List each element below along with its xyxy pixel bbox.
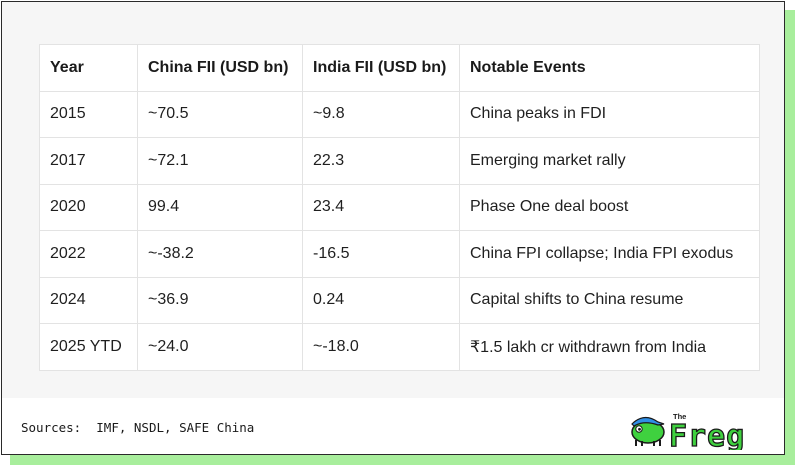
cell-india-fii: ~9.8 bbox=[302, 90, 460, 138]
cell-india-fii: 22.3 bbox=[302, 137, 460, 185]
table-row: 2025 YTD ~24.0 ~-18.0 ₹1.5 lakh cr withd… bbox=[39, 323, 760, 371]
table-row: 2024 ~36.9 0.24 Capital shifts to China … bbox=[39, 276, 760, 324]
cell-event: Emerging market rally bbox=[459, 137, 760, 185]
cell-india-fii: ~-18.0 bbox=[302, 323, 460, 371]
cell-china-fii: ~70.5 bbox=[137, 90, 303, 138]
sources-label: Sources: bbox=[21, 420, 82, 435]
cell-china-fii: 99.4 bbox=[137, 183, 303, 231]
cell-china-fii: ~-38.2 bbox=[137, 230, 303, 278]
table-header-row: Year China FII (USD bn) India FII (USD b… bbox=[39, 44, 760, 92]
cell-india-fii: 23.4 bbox=[302, 183, 460, 231]
table-row: 2022 ~-38.2 -16.5 China FPI collapse; In… bbox=[39, 230, 760, 278]
cell-event: Phase One deal boost bbox=[459, 183, 760, 231]
cell-event: China FPI collapse; India FPI exodus bbox=[459, 230, 760, 278]
frog-with-cap-icon bbox=[631, 416, 665, 446]
cell-china-fii: ~24.0 bbox=[137, 323, 303, 371]
cell-india-fii: -16.5 bbox=[302, 230, 460, 278]
header-notable-events: Notable Events bbox=[459, 44, 760, 92]
cell-year: 2020 bbox=[39, 183, 138, 231]
header-china-fii: China FII (USD bn) bbox=[137, 44, 303, 92]
header-year: Year bbox=[39, 44, 138, 92]
cell-india-fii: 0.24 bbox=[302, 276, 460, 324]
cell-event: China peaks in FDI bbox=[459, 90, 760, 138]
logo-brand-text: Freg bbox=[669, 419, 745, 450]
the-freg-logo: The Freg bbox=[631, 412, 745, 450]
fii-data-table: Year China FII (USD bn) India FII (USD b… bbox=[39, 44, 760, 371]
header-india-fii: India FII (USD bn) bbox=[302, 44, 460, 92]
infographic-card: Year China FII (USD bn) India FII (USD b… bbox=[1, 1, 785, 455]
table-row: 2015 ~70.5 ~9.8 China peaks in FDI bbox=[39, 90, 760, 138]
cell-china-fii: ~72.1 bbox=[137, 137, 303, 185]
table-row: 2017 ~72.1 22.3 Emerging market rally bbox=[39, 137, 760, 185]
cell-china-fii: ~36.9 bbox=[137, 276, 303, 324]
sources-text: IMF, NSDL, SAFE China bbox=[96, 420, 255, 435]
cell-event: ₹1.5 lakh cr withdrawn from India bbox=[459, 323, 760, 371]
cell-year: 2024 bbox=[39, 276, 138, 324]
sources-note: Sources: IMF, NSDL, SAFE China bbox=[21, 420, 254, 435]
table-row: 2020 99.4 23.4 Phase One deal boost bbox=[39, 183, 760, 231]
cell-year: 2025 YTD bbox=[39, 323, 138, 371]
cell-year: 2017 bbox=[39, 137, 138, 185]
cell-year: 2022 bbox=[39, 230, 138, 278]
cell-year: 2015 bbox=[39, 90, 138, 138]
logo-small-text: The bbox=[673, 412, 686, 421]
cell-event: Capital shifts to China resume bbox=[459, 276, 760, 324]
